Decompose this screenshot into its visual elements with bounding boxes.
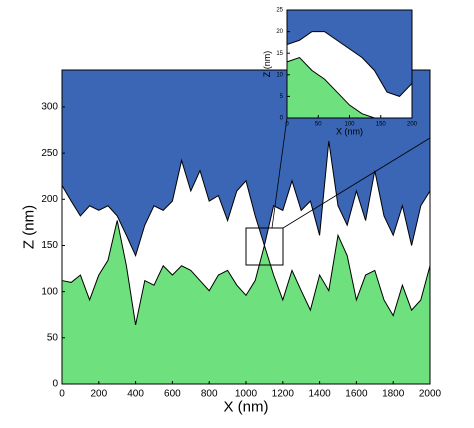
x-tick-label: 200 <box>407 122 418 128</box>
profile-line <box>61 220 431 325</box>
x-axis-label: X (nm) <box>224 398 269 415</box>
x-tick-label: 1000 <box>235 389 258 400</box>
x-tick-label: 100 <box>344 122 355 128</box>
x-tick-label: 1200 <box>272 389 295 400</box>
x-tick-label: 800 <box>201 389 218 400</box>
y-axis-label: Z (nm) <box>262 51 272 78</box>
area-fill <box>287 57 412 118</box>
y-axis-label: Z (nm) <box>20 205 37 249</box>
profile-line <box>286 31 413 97</box>
zoom-line <box>271 117 288 229</box>
y-tick-label: 10 <box>276 72 283 78</box>
y-tick-label: 0 <box>280 116 284 122</box>
y-tick-label: 50 <box>47 332 59 343</box>
x-tick-label: 2000 <box>419 389 442 400</box>
x-tick-label: 1400 <box>308 389 331 400</box>
area-fill <box>62 220 430 384</box>
y-tick-label: 5 <box>280 94 284 100</box>
y-tick-label: 250 <box>41 148 58 159</box>
x-tick-label: 200 <box>90 389 107 400</box>
x-tick-label: 400 <box>127 389 144 400</box>
x-tick-label: 0 <box>59 389 65 400</box>
x-axis-label: X (nm) <box>336 126 363 136</box>
y-tick-label: 100 <box>41 286 58 297</box>
y-tick-label: 15 <box>276 51 283 57</box>
x-tick-label: 1600 <box>345 389 368 400</box>
y-tick-label: 300 <box>41 102 58 113</box>
zoom-line <box>282 137 431 229</box>
profile-line <box>61 141 431 258</box>
zoom-box <box>245 227 284 266</box>
y-tick-label: 20 <box>276 29 283 35</box>
x-tick-label: 600 <box>164 389 181 400</box>
x-tick-label: 1800 <box>382 389 405 400</box>
x-tick-label: 150 <box>376 122 387 128</box>
y-tick-label: 150 <box>41 240 58 251</box>
y-tick-label: 0 <box>52 379 58 390</box>
x-tick-label: 0 <box>285 122 289 128</box>
y-tick-label: 200 <box>41 194 58 205</box>
plots: 0 200 400 600 800 1000 1200 1400 1600 1800 2000050… <box>20 8 441 416</box>
y-tick-label: 25 <box>276 8 283 14</box>
x-tick-label: 50 <box>315 122 322 128</box>
